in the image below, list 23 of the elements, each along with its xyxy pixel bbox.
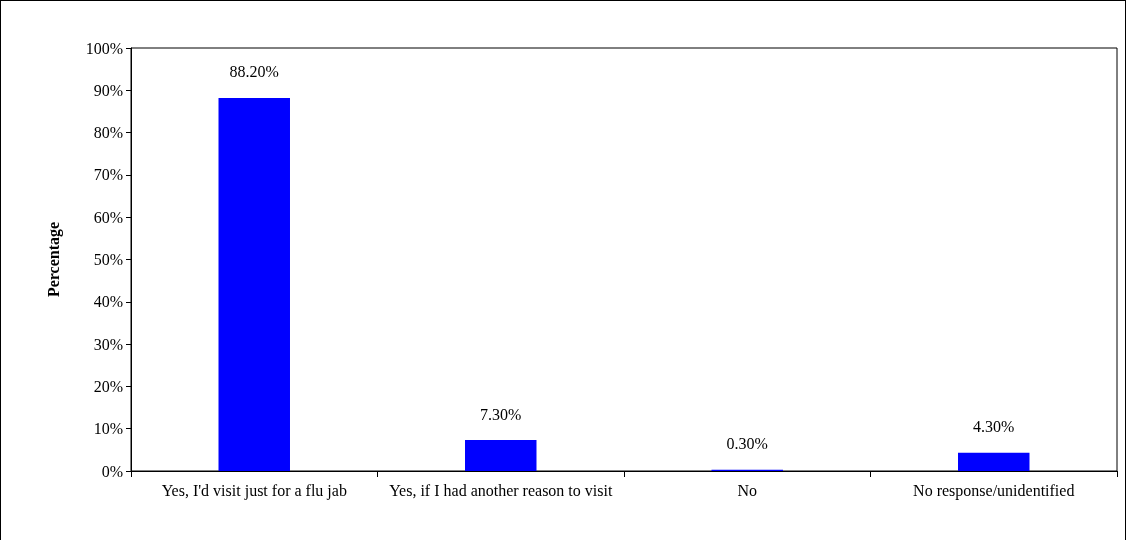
y-tick-label: 70% bbox=[93, 166, 123, 184]
x-tick-label: No response/unidentified bbox=[913, 481, 1075, 500]
data-label: 0.30% bbox=[726, 435, 768, 453]
y-tick-label: 20% bbox=[93, 377, 123, 395]
x-tick-label: No bbox=[737, 481, 758, 499]
y-tick-label: 50% bbox=[93, 251, 123, 268]
y-tick-label: 0% bbox=[101, 462, 123, 480]
bar bbox=[218, 97, 290, 471]
y-tick-label: 10% bbox=[93, 420, 123, 438]
y-tick-label: 80% bbox=[93, 124, 123, 142]
y-tick-label: 60% bbox=[93, 208, 123, 226]
data-label: 7.30% bbox=[480, 405, 522, 423]
x-tick-label: Yes, if I had another reason to visit bbox=[389, 481, 613, 499]
bar bbox=[465, 440, 537, 471]
bar bbox=[958, 452, 1030, 471]
y-axis-title: Percentage bbox=[44, 221, 63, 298]
y-tick-label: 90% bbox=[93, 81, 123, 99]
data-label: 4.30% bbox=[973, 418, 1015, 436]
data-label: 88.20% bbox=[229, 63, 279, 81]
y-tick-label: 100% bbox=[85, 39, 123, 57]
y-tick-label: 40% bbox=[93, 293, 123, 311]
y-tick-label: 30% bbox=[93, 335, 123, 353]
x-tick-label: Yes, I'd visit just for a flu jab bbox=[161, 481, 347, 500]
